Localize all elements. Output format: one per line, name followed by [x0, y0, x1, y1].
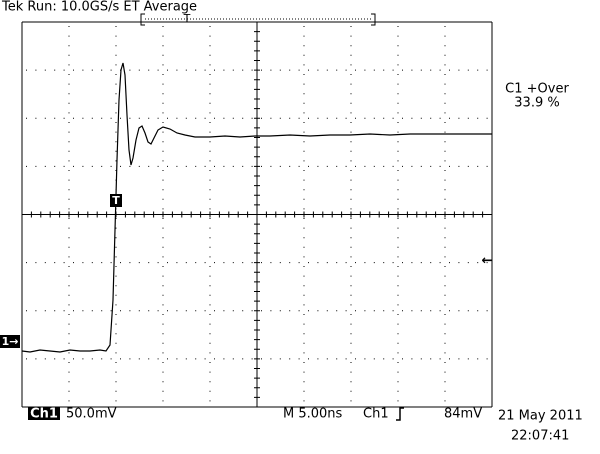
record-bracket	[140, 13, 376, 26]
trigger-position: T	[183, 12, 191, 25]
trigger-marker-box	[110, 194, 122, 207]
channel-marker: 1→	[2, 335, 19, 348]
channel-box	[28, 407, 60, 420]
channel-marker-box	[0, 335, 20, 348]
trigger-slope	[396, 407, 404, 421]
footer-scale: 50.0mV	[66, 407, 117, 422]
measurement-value: 33.9 %	[514, 96, 559, 111]
footer-time: 22:07:41	[511, 429, 569, 444]
level-arrow: ←	[482, 254, 493, 269]
footer-date: 21 May 2011	[498, 409, 583, 424]
waveform	[21, 62, 492, 353]
footer-trigger-level: 84mV	[444, 407, 482, 422]
trigger-marker: T	[112, 194, 120, 207]
footer-trigger-source: Ch1	[363, 407, 389, 422]
status: Tek Run: 10.0GS/s ET Average	[1, 0, 197, 15]
graticule	[21, 21, 493, 408]
measurement-label: C1 +Over	[505, 82, 569, 97]
footer-channel: Ch1	[30, 407, 58, 422]
footer-timebase: M 5.00ns	[283, 407, 343, 422]
